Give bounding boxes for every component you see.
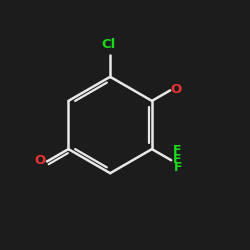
Text: O: O bbox=[170, 83, 181, 96]
Text: F: F bbox=[174, 162, 183, 174]
Text: Cl: Cl bbox=[102, 38, 116, 51]
Text: F: F bbox=[173, 152, 182, 166]
Text: O: O bbox=[34, 154, 46, 167]
Text: F: F bbox=[173, 144, 182, 157]
